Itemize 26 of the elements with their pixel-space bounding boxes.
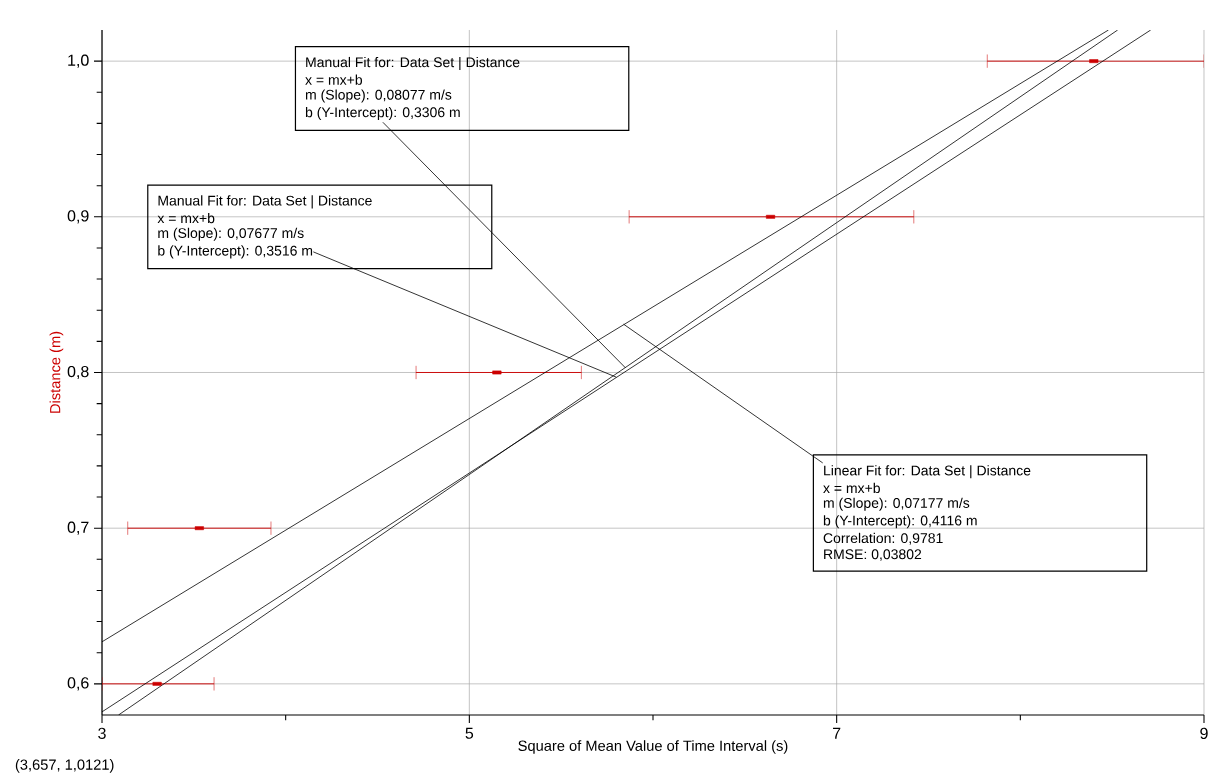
annotation: b (Y-Intercept): 0,4116 m [823,515,977,529]
annotation: Manual Fit for: Data Set | Distance [158,195,372,209]
x-tick-label: 7 [833,727,841,739]
annotation: Correlation: 0,9781 [823,532,943,545]
y-tick-label: 1,0 [68,54,89,68]
annotation: b (Y-Intercept): 0,3516 m [158,245,313,259]
annotation: m (Slope): 0,07177 m/s [823,497,970,511]
annotation: x = mx+b [823,482,880,494]
x-axis-title: Square of Mean Value of Time Interval (s) [518,740,788,754]
annotation: x = mx+b [157,212,215,224]
annotation: Manual Fit for: Data Set | Distance [306,56,520,71]
y-axis-title: Distance (m) [49,331,64,413]
x-tick-label: 5 [465,727,474,739]
y-tick-label: 0,6 [67,677,89,691]
annotation: x = mx+b [305,74,363,85]
y-tick-label: 0,9 [67,210,89,224]
y-tick-label: 0,7 [67,521,89,535]
y-tick-label: 0,8 [67,365,89,380]
annotation: b (Y-Intercept): 0,3306 m [305,106,460,121]
x-tick-label: 3 [98,727,106,740]
annotation: Linear Fit for: Data Set | Distance [824,465,1031,479]
text: (3,657, 1,0121) [15,759,114,773]
annotation: RMSE: 0,03802 [824,549,922,561]
annotation: m (Slope): 0,07677 m/s [158,227,304,241]
annotation: m (Slope): 0,08077 m/s [305,89,452,103]
x-tick-label: 9 [1200,727,1208,740]
